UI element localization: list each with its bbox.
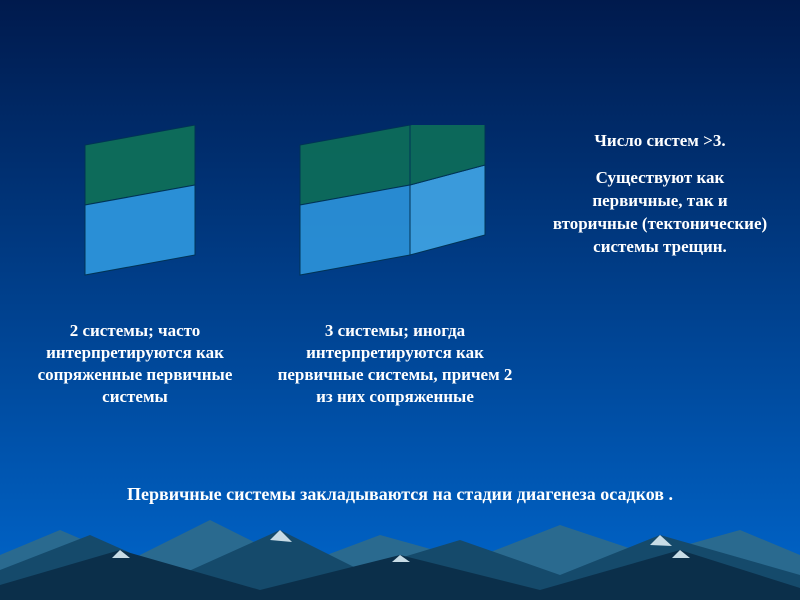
caption-two-systems: 2 системы; часто интерпретируются как со… [20, 320, 250, 408]
diagram-two-systems [55, 125, 235, 295]
right-line-2: Существуют как первичные, так и вторичны… [550, 167, 770, 259]
right-line-1: Число систем >3. [550, 130, 770, 153]
caption-three-systems: 3 системы; иногда интерпретируются как п… [275, 320, 515, 408]
mountain-decoration [0, 500, 800, 600]
diagram-three-systems [270, 125, 510, 295]
right-summary: Число систем >3. Существуют как первичны… [550, 130, 770, 273]
